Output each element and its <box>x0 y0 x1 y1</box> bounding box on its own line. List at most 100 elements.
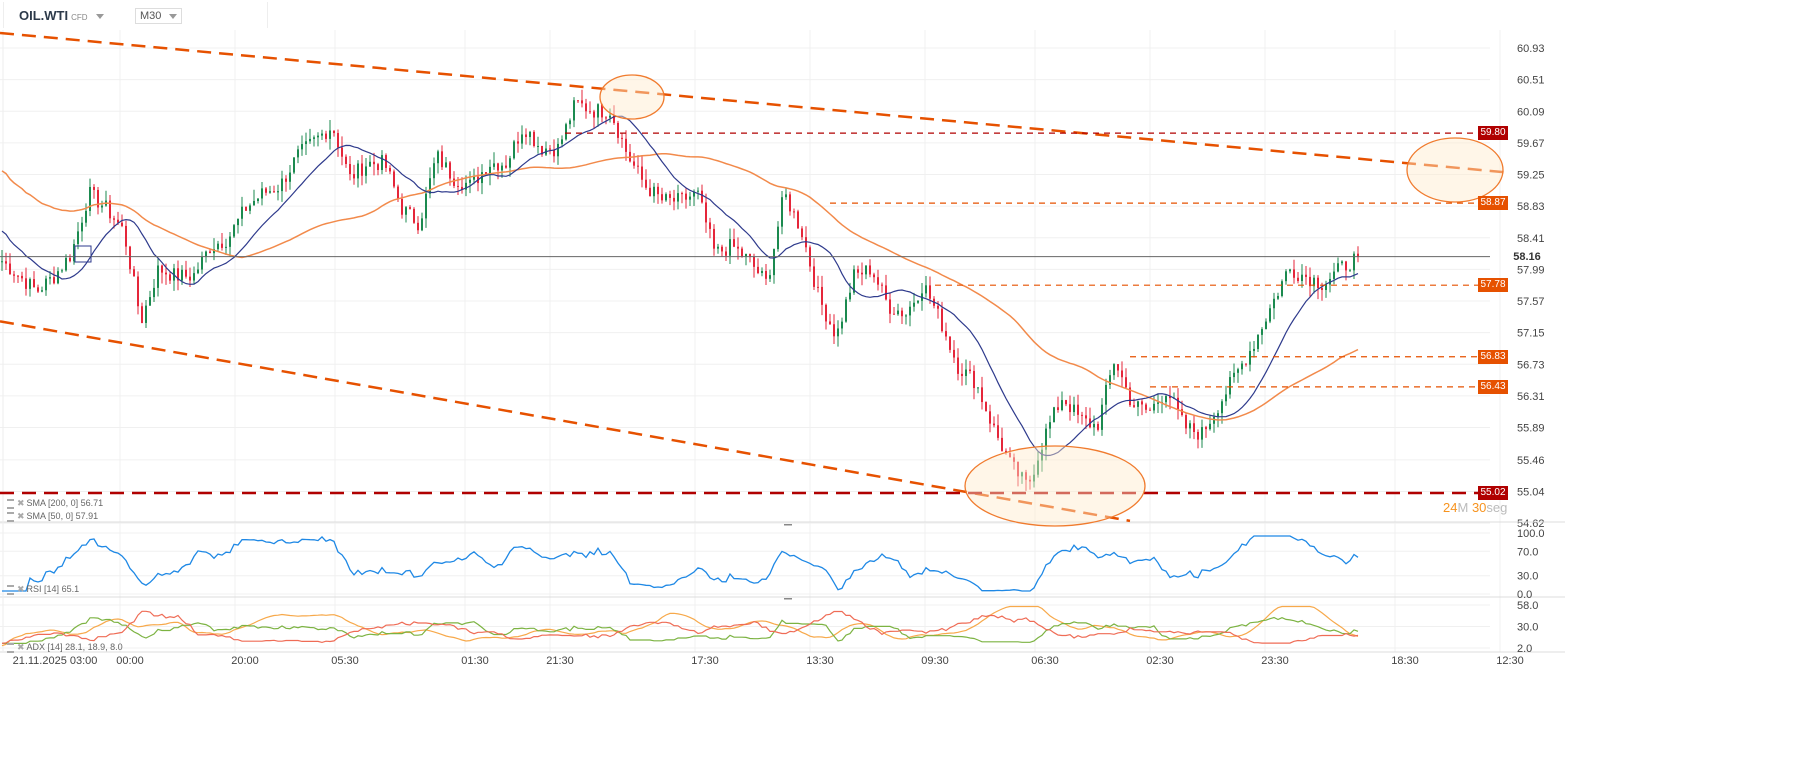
candle <box>637 165 639 167</box>
candle <box>429 178 431 194</box>
candle <box>1357 253 1359 257</box>
candle <box>613 115 615 123</box>
settings-icon[interactable] <box>7 642 14 653</box>
candle <box>861 272 863 275</box>
candle <box>1229 377 1231 395</box>
x-tick-label: 18:30 <box>1391 655 1419 667</box>
candle <box>1233 372 1235 378</box>
minus-di-line <box>1 610 1359 644</box>
candle <box>1025 472 1027 480</box>
candle <box>157 265 159 288</box>
price-level-tag: 55.02 <box>1478 486 1508 501</box>
candle <box>813 266 815 287</box>
candle <box>913 302 915 307</box>
candle <box>1337 263 1339 272</box>
candle <box>997 425 999 438</box>
candle <box>513 141 515 159</box>
candle <box>113 218 115 220</box>
candle <box>757 266 759 274</box>
candle <box>137 276 139 307</box>
candle <box>1105 384 1107 405</box>
candle <box>169 274 171 281</box>
candle <box>5 261 7 264</box>
settings-icon[interactable] <box>7 584 14 595</box>
candle <box>353 174 355 179</box>
candle <box>801 228 803 238</box>
candle <box>517 141 519 144</box>
legend-label: RSI [14] <box>26 584 60 594</box>
candle <box>1093 423 1095 428</box>
close-icon[interactable]: ✖ <box>17 584 25 594</box>
legend-label: SMA [50, 0] <box>26 511 74 521</box>
candle <box>109 200 111 219</box>
candle <box>1145 404 1147 410</box>
candle <box>1137 401 1139 407</box>
candle <box>1245 363 1247 365</box>
candle <box>349 163 351 175</box>
candle <box>841 321 843 329</box>
candle <box>733 239 735 247</box>
candle <box>441 151 443 168</box>
candle <box>665 194 667 201</box>
candle <box>141 306 143 323</box>
candle <box>433 163 435 179</box>
candle <box>1129 387 1131 406</box>
candle <box>941 308 943 332</box>
candle <box>33 279 35 288</box>
y-tick-label: 60.51 <box>1517 75 1545 87</box>
candle <box>9 263 11 275</box>
close-icon[interactable]: ✖ <box>17 642 25 652</box>
candle <box>305 141 307 145</box>
candle <box>877 277 879 285</box>
candle <box>153 287 155 298</box>
candle <box>345 156 347 164</box>
x-tick-label: 20:00 <box>231 655 259 667</box>
candle <box>1209 423 1211 430</box>
candle <box>281 178 283 192</box>
candle <box>869 265 871 275</box>
candle <box>241 206 243 219</box>
settings-icon[interactable] <box>7 498 14 509</box>
candle <box>881 284 883 286</box>
candle <box>393 171 395 187</box>
candle <box>369 161 371 167</box>
candle <box>1029 479 1031 482</box>
candle <box>445 162 447 168</box>
legend-rsi[interactable]: ✖ RSI [14] 65.1 <box>7 584 79 595</box>
legend-adx[interactable]: ✖ ADX [14] 28.1, 18.9, 8.0 <box>7 642 123 653</box>
legend-sma50[interactable]: ✖ SMA [50, 0] 57.91 <box>7 511 98 522</box>
candle <box>617 122 619 138</box>
candle <box>633 161 635 166</box>
y-tick-label: 55.04 <box>1517 487 1545 499</box>
candle <box>965 369 967 377</box>
candle <box>365 166 367 176</box>
candle <box>337 133 339 148</box>
x-tick-label: 00:00 <box>116 655 144 667</box>
candle <box>533 131 535 147</box>
y-tick-label: 57.15 <box>1517 328 1545 340</box>
candle <box>761 270 763 274</box>
candle <box>1241 363 1243 370</box>
symbol-selector[interactable]: OIL.WTI CFD <box>19 8 104 23</box>
timeframe-selector[interactable]: M30 <box>135 8 183 24</box>
candle <box>1205 427 1207 430</box>
x-tick-label: 05:30 <box>331 655 359 667</box>
candle <box>249 205 251 211</box>
chevron-down-icon <box>95 14 104 20</box>
settings-icon[interactable] <box>7 511 14 522</box>
legend-value: 65.1 <box>61 584 80 594</box>
close-icon[interactable]: ✖ <box>17 498 25 508</box>
legend-sma200[interactable]: ✖ SMA [200, 0] 56.71 <box>7 498 103 509</box>
candle <box>1277 296 1279 299</box>
candle <box>221 243 223 248</box>
candle <box>1149 409 1151 411</box>
candle <box>669 194 671 198</box>
candle <box>1041 449 1043 461</box>
candle <box>1133 405 1135 407</box>
candle <box>1297 277 1299 282</box>
close-icon[interactable]: ✖ <box>17 511 25 521</box>
x-tick-label: 02:30 <box>1146 655 1174 667</box>
candle <box>381 155 383 171</box>
candle <box>1345 261 1347 271</box>
